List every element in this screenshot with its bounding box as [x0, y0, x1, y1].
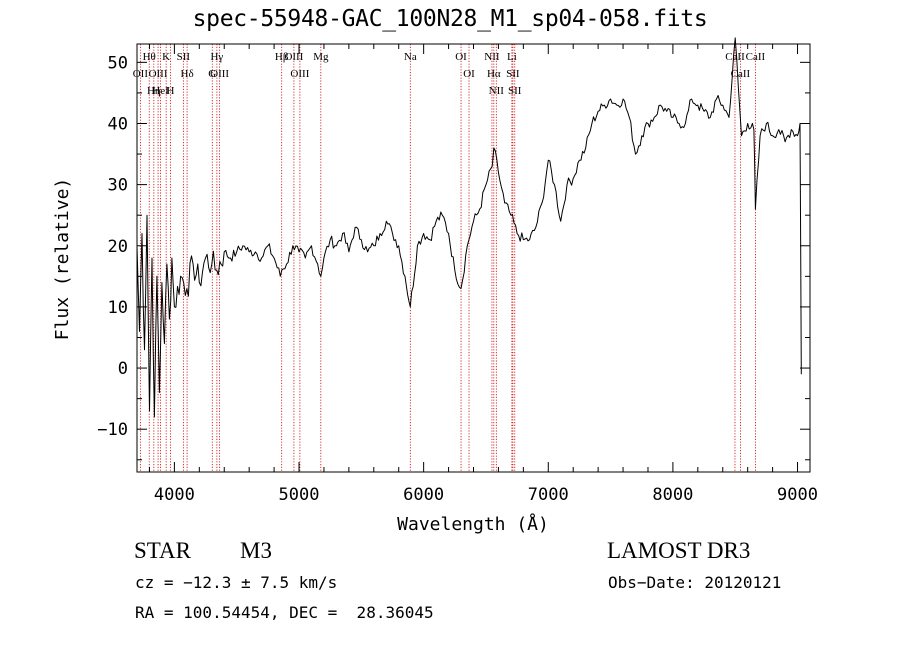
x-tick-label: 8000 [652, 485, 693, 505]
x-tick-label: 4000 [154, 485, 195, 505]
line-label-24: SII [508, 85, 522, 97]
y-tick-label: 0 [118, 359, 128, 379]
line-label-11: OIII [210, 68, 229, 80]
y-tick-label: −10 [97, 420, 128, 440]
line-label-16: Na [404, 51, 417, 63]
obs-date-text: Obs−Date: 20120121 [608, 573, 782, 592]
line-label-10: G [208, 68, 216, 80]
line-label-6: HeI [152, 85, 169, 97]
line-label-22: Li [507, 51, 517, 63]
y-axis-ticks: −10 0 10 20 30 40 50 [97, 53, 810, 461]
line-label-20: Hα [487, 68, 501, 80]
line-label-18: OI [463, 68, 475, 80]
survey-name: LAMOST DR3 [607, 538, 751, 563]
line-label-25: CaII [725, 51, 745, 63]
x-tick-label: 5000 [279, 485, 320, 505]
line-label-17: OI [455, 51, 467, 63]
y-axis-label: Flux (relative) [52, 178, 73, 341]
x-axis-label: Wavelength (Å) [397, 513, 549, 535]
line-label-4: H [167, 85, 175, 97]
line-label-15: Mg [313, 51, 329, 63]
line-label-26: CaII [731, 68, 751, 80]
redshift-text: cz = −12.3 ± 7.5 km/s [135, 573, 338, 592]
y-tick-label: 50 [108, 53, 128, 73]
y-tick-label: 10 [108, 298, 128, 318]
flux-line [136, 37, 802, 418]
line-label-5: Hη [147, 85, 161, 97]
line-label-8: Hδ [181, 68, 194, 80]
line-label-2: OIII [149, 68, 168, 80]
y-tick-label: 30 [108, 176, 128, 196]
x-axis-ticks: 4000 5000 6000 7000 8000 9000 [148, 44, 818, 505]
line-label-12: Hβ [275, 51, 289, 63]
plot-frame [136, 43, 811, 473]
y-tick-label: 20 [108, 237, 128, 257]
line-label-13: OIII [284, 51, 303, 63]
line-label-3: K [162, 51, 170, 63]
line-label-27: CaII [746, 51, 766, 63]
coordinates-text: RA = 100.54454, DEC = 28.36045 [135, 603, 434, 622]
line-label-7: SII [177, 51, 191, 63]
line-label-19: NII [484, 51, 500, 63]
line-label-21: NII [489, 85, 505, 97]
line-label-0: Hθ [143, 51, 156, 63]
x-tick-label: 6000 [403, 485, 444, 505]
line-markers [139, 44, 756, 472]
x-tick-label: 7000 [528, 485, 569, 505]
y-tick-label: 40 [108, 114, 128, 134]
line-label-23: SII [506, 68, 520, 80]
line-label-1: OII [133, 68, 149, 80]
line-label-14: OIII [290, 68, 309, 80]
flux-series [136, 37, 802, 418]
chart-title: spec-55948-GAC_100N28_M1_sp04-058.fits [192, 6, 708, 32]
object-subclass: M3 [240, 538, 272, 563]
x-tick-label: 9000 [777, 485, 818, 505]
object-class: STAR [134, 538, 191, 563]
line-label-9: Hγ [210, 51, 223, 63]
